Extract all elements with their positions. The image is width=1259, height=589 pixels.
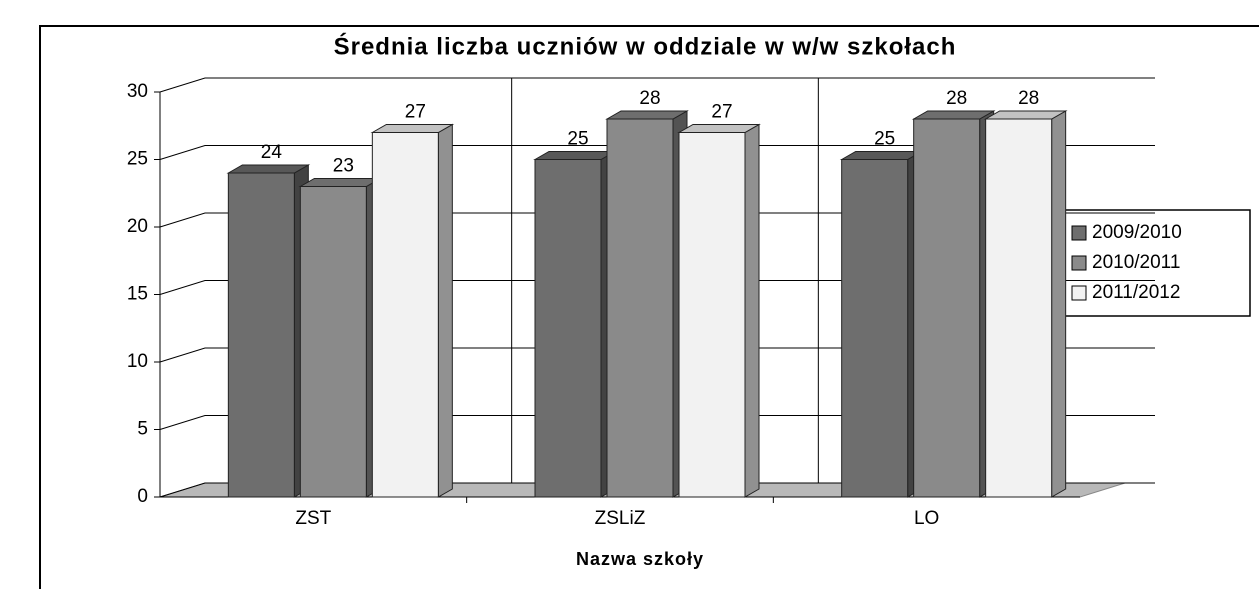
bar-front — [534, 159, 602, 498]
x-tick-label: ZST — [295, 508, 331, 529]
bar-front — [371, 132, 439, 498]
bar-front — [299, 186, 367, 498]
legend-box — [1061, 209, 1251, 317]
data-label: 24 — [261, 142, 283, 163]
legend-swatch — [1071, 255, 1087, 271]
y-tick-label: 25 — [127, 149, 148, 170]
y-tick-label: 30 — [127, 81, 148, 102]
legend-label: 2010/2011 — [1092, 252, 1180, 273]
bar-front — [985, 118, 1053, 498]
grid-line — [159, 347, 1155, 363]
bar-front — [678, 132, 746, 498]
data-label: 25 — [874, 129, 895, 150]
bar-front — [913, 118, 981, 498]
bar — [677, 123, 761, 498]
data-label: 27 — [711, 102, 732, 123]
y-tick-label: 10 — [127, 351, 148, 372]
data-label: 28 — [1018, 88, 1039, 109]
bar — [298, 177, 383, 498]
legend-label: 2009/2010 — [1092, 222, 1182, 243]
bar-top — [839, 151, 924, 160]
data-label: 28 — [639, 88, 660, 109]
x-tick-label: LO — [914, 508, 939, 529]
bar — [983, 110, 1068, 498]
x-tick-label: ZSLiZ — [595, 508, 646, 529]
bar-side — [437, 123, 453, 498]
legend-swatch — [1071, 285, 1087, 301]
y-tick-label: 5 — [137, 419, 148, 440]
bar — [911, 110, 996, 498]
bar-top — [677, 124, 761, 133]
bar-top — [605, 110, 689, 120]
grid-line — [159, 415, 1155, 430]
bar-front — [841, 159, 909, 498]
bar-top — [298, 178, 383, 187]
grid-line — [159, 212, 1155, 228]
legend: 2009/2010 2010/2011 2011/2012 — [1061, 209, 1251, 317]
grid-line — [159, 145, 1155, 160]
bar-top — [370, 124, 455, 133]
data-label: 25 — [567, 129, 588, 150]
y-tick-label: 0 — [137, 486, 148, 507]
bar-side — [744, 123, 760, 498]
y-tick-label: 15 — [127, 284, 148, 305]
data-label: 23 — [333, 156, 354, 177]
grid-line — [159, 280, 1155, 295]
bar-top — [983, 110, 1068, 120]
bar-side — [1051, 110, 1067, 498]
legend-label: 2011/2012 — [1092, 282, 1180, 303]
grid-line — [159, 482, 1155, 498]
data-label: 28 — [946, 88, 967, 109]
bar-front — [227, 172, 295, 498]
bar-front — [606, 118, 674, 498]
grid-line — [159, 77, 1155, 93]
bar — [370, 123, 455, 498]
y-tick-label: 20 — [127, 216, 148, 237]
bar — [839, 150, 924, 498]
bar — [226, 164, 311, 498]
bar-top — [226, 164, 311, 174]
bar — [605, 110, 689, 498]
chart-title: Średnia liczba uczniów w oddziale w w/w … — [334, 32, 957, 60]
bar-top — [533, 151, 617, 160]
data-label: 27 — [405, 102, 426, 123]
x-axis-title: Nazwa szkoły — [576, 549, 704, 569]
bar — [533, 150, 617, 498]
bar-top — [911, 110, 996, 120]
legend-swatch — [1071, 225, 1087, 241]
